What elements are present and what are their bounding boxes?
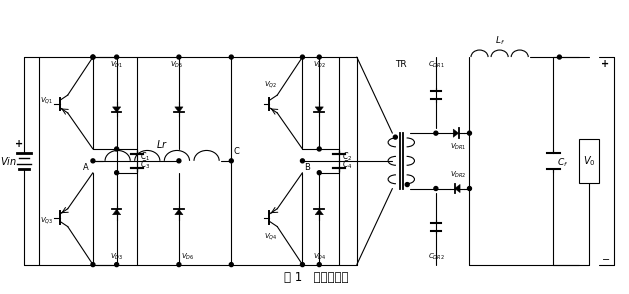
Circle shape bbox=[317, 171, 321, 175]
Text: $C_{DR1}$: $C_{DR1}$ bbox=[428, 60, 444, 70]
Text: $C_1$: $C_1$ bbox=[140, 151, 150, 163]
Text: $V_{DR2}$: $V_{DR2}$ bbox=[450, 169, 467, 180]
Text: 图 1   主电路拓扑: 图 1 主电路拓扑 bbox=[284, 271, 348, 284]
Text: $V_0$: $V_0$ bbox=[583, 154, 595, 168]
Polygon shape bbox=[175, 107, 183, 112]
Text: $C_{DR2}$: $C_{DR2}$ bbox=[428, 251, 444, 262]
Text: TR: TR bbox=[396, 60, 407, 69]
Text: $C_2$: $C_2$ bbox=[342, 151, 352, 163]
Circle shape bbox=[91, 55, 95, 59]
Polygon shape bbox=[113, 209, 121, 215]
Circle shape bbox=[114, 147, 119, 151]
Circle shape bbox=[114, 171, 119, 175]
Circle shape bbox=[91, 55, 95, 59]
Circle shape bbox=[91, 263, 95, 267]
Polygon shape bbox=[315, 107, 323, 112]
Text: $V_{D4}$: $V_{D4}$ bbox=[313, 251, 326, 262]
Circle shape bbox=[301, 55, 304, 59]
Text: $L_f$: $L_f$ bbox=[494, 35, 504, 47]
Circle shape bbox=[405, 183, 409, 186]
Circle shape bbox=[114, 263, 119, 267]
Circle shape bbox=[317, 147, 321, 151]
Text: $V_{Q2}$: $V_{Q2}$ bbox=[264, 80, 277, 90]
Circle shape bbox=[317, 263, 321, 267]
Text: $V_{D2}$: $V_{D2}$ bbox=[313, 60, 326, 70]
Circle shape bbox=[434, 131, 438, 135]
Text: C: C bbox=[233, 147, 239, 156]
Text: $-$: $-$ bbox=[601, 253, 610, 263]
Circle shape bbox=[467, 186, 472, 191]
Text: +: + bbox=[14, 139, 23, 149]
Text: $V_{D3}$: $V_{D3}$ bbox=[110, 251, 123, 262]
Text: $C_f$: $C_f$ bbox=[557, 157, 569, 169]
Circle shape bbox=[317, 55, 321, 59]
Polygon shape bbox=[175, 209, 183, 215]
Text: $Lr$: $Lr$ bbox=[156, 138, 168, 150]
Circle shape bbox=[230, 159, 233, 163]
Text: $V_{DR1}$: $V_{DR1}$ bbox=[450, 142, 467, 152]
Circle shape bbox=[467, 131, 472, 135]
Polygon shape bbox=[113, 107, 121, 112]
Circle shape bbox=[230, 263, 233, 267]
Text: $C_3$: $C_3$ bbox=[140, 158, 151, 171]
Text: +: + bbox=[601, 59, 609, 69]
Text: $Vin$: $Vin$ bbox=[1, 155, 18, 167]
Circle shape bbox=[114, 55, 119, 59]
Text: $V_{Q3}$: $V_{Q3}$ bbox=[40, 216, 53, 226]
Polygon shape bbox=[453, 129, 459, 137]
Text: B: B bbox=[304, 163, 310, 172]
Circle shape bbox=[434, 186, 438, 191]
Circle shape bbox=[301, 159, 304, 163]
Circle shape bbox=[393, 135, 398, 139]
Text: $V_{D1}$: $V_{D1}$ bbox=[110, 60, 123, 70]
Text: A: A bbox=[83, 163, 89, 172]
Circle shape bbox=[177, 263, 181, 267]
Text: $V_{D6}$: $V_{D6}$ bbox=[181, 251, 194, 262]
Circle shape bbox=[557, 55, 562, 59]
Polygon shape bbox=[315, 209, 323, 215]
Circle shape bbox=[301, 263, 304, 267]
Circle shape bbox=[177, 159, 181, 163]
Polygon shape bbox=[455, 184, 460, 193]
Text: $V_{Q4}$: $V_{Q4}$ bbox=[264, 231, 277, 242]
Circle shape bbox=[230, 55, 233, 59]
Text: $V_{Q1}$: $V_{Q1}$ bbox=[40, 96, 53, 106]
Circle shape bbox=[177, 55, 181, 59]
Text: $V_{D5}$: $V_{D5}$ bbox=[170, 60, 184, 70]
Bar bbox=[579, 139, 599, 183]
Text: $C_4$: $C_4$ bbox=[342, 158, 352, 171]
Circle shape bbox=[91, 159, 95, 163]
